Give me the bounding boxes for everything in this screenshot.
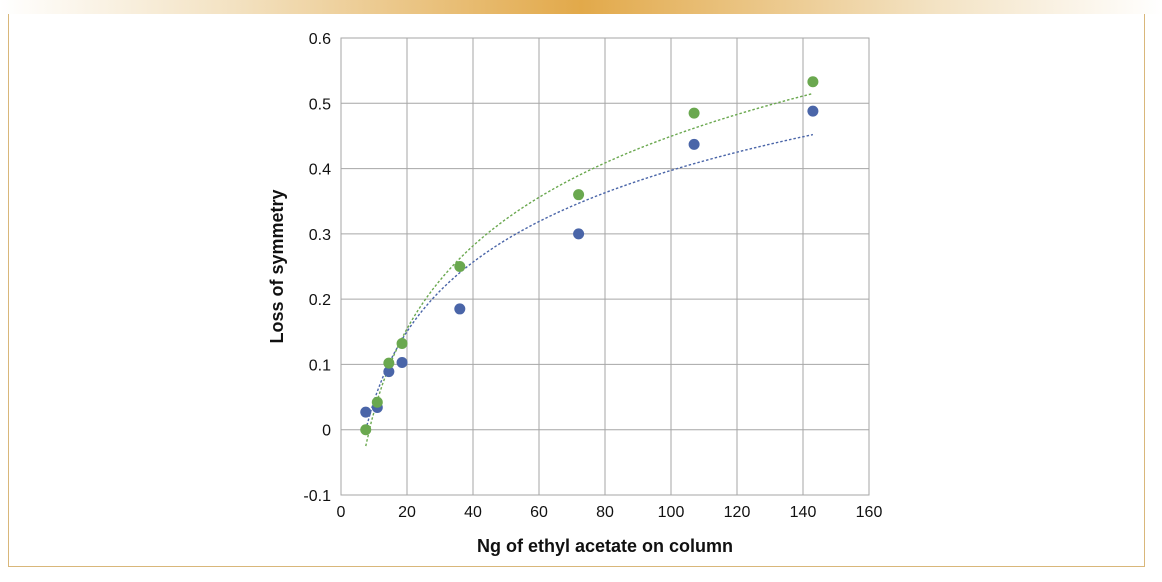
data-point-series-1: [807, 105, 819, 117]
data-point-series-1: [454, 303, 466, 315]
y-tick-label: 0.3: [309, 227, 331, 244]
y-tick-label: 0.1: [309, 357, 331, 374]
x-tick-label: 60: [530, 504, 548, 521]
data-points: [360, 76, 819, 436]
plot-border: [340, 37, 870, 496]
y-tick-label: 0.4: [309, 162, 331, 179]
data-point-series-1: [396, 356, 408, 368]
data-point-series-1: [573, 228, 585, 240]
x-tick-label: 20: [398, 504, 416, 521]
x-tick-label: 40: [464, 504, 482, 521]
x-axis-title: Ng of ethyl acetate on column: [477, 536, 733, 556]
y-tick-label: 0.2: [309, 292, 331, 309]
trendlines: [365, 92, 814, 447]
data-point-series-2: [360, 424, 372, 436]
tick-labels: 0 20 40 60 80 100 120 140 160 -0.1 0 0.1 0.2 0.3 0.4 0.…: [303, 31, 882, 521]
x-tick-label: 140: [790, 504, 817, 521]
data-point-series-2: [573, 189, 585, 201]
grid: [340, 37, 870, 496]
figure-frame: [8, 14, 1145, 567]
data-point-series-2: [396, 338, 408, 350]
trendline-1: [365, 133, 814, 430]
decorative-top-bar: [0, 0, 1162, 14]
y-axis-title: Loss of symmetry: [267, 189, 287, 343]
x-tick-label: 0: [337, 504, 346, 521]
y-tick-label: 0: [322, 423, 331, 440]
x-tick-label: 120: [724, 504, 751, 521]
x-tick-label: 100: [658, 504, 685, 521]
data-point-series-2: [383, 357, 395, 369]
x-tick-label: 80: [596, 504, 614, 521]
y-tick-label: 0.6: [309, 31, 331, 48]
data-point-series-2: [454, 261, 466, 272]
y-tick-label: -0.1: [303, 488, 331, 505]
trendline-2: [365, 92, 814, 447]
y-tick-label: 0.5: [309, 96, 331, 113]
data-point-series-1: [383, 366, 395, 378]
x-tick-label: 160: [856, 504, 883, 521]
data-point-series-2: [807, 76, 819, 88]
data-point-series-1: [360, 406, 372, 418]
data-point-series-2: [688, 107, 700, 119]
data-point-series-2: [371, 396, 383, 408]
data-point-series-1: [688, 138, 700, 150]
